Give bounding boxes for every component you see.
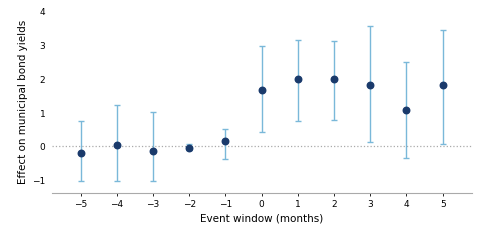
Point [439, 83, 446, 87]
Point [366, 83, 374, 87]
Point [258, 89, 265, 93]
Point [77, 151, 84, 155]
Point [185, 146, 193, 150]
Point [403, 108, 410, 112]
Point [149, 149, 157, 153]
Point [330, 78, 338, 82]
Point [294, 78, 302, 82]
Y-axis label: Effect on municipal bond yields: Effect on municipal bond yields [18, 19, 28, 183]
Point [222, 140, 229, 143]
Point [113, 144, 120, 148]
X-axis label: Event window (months): Event window (months) [200, 213, 323, 223]
